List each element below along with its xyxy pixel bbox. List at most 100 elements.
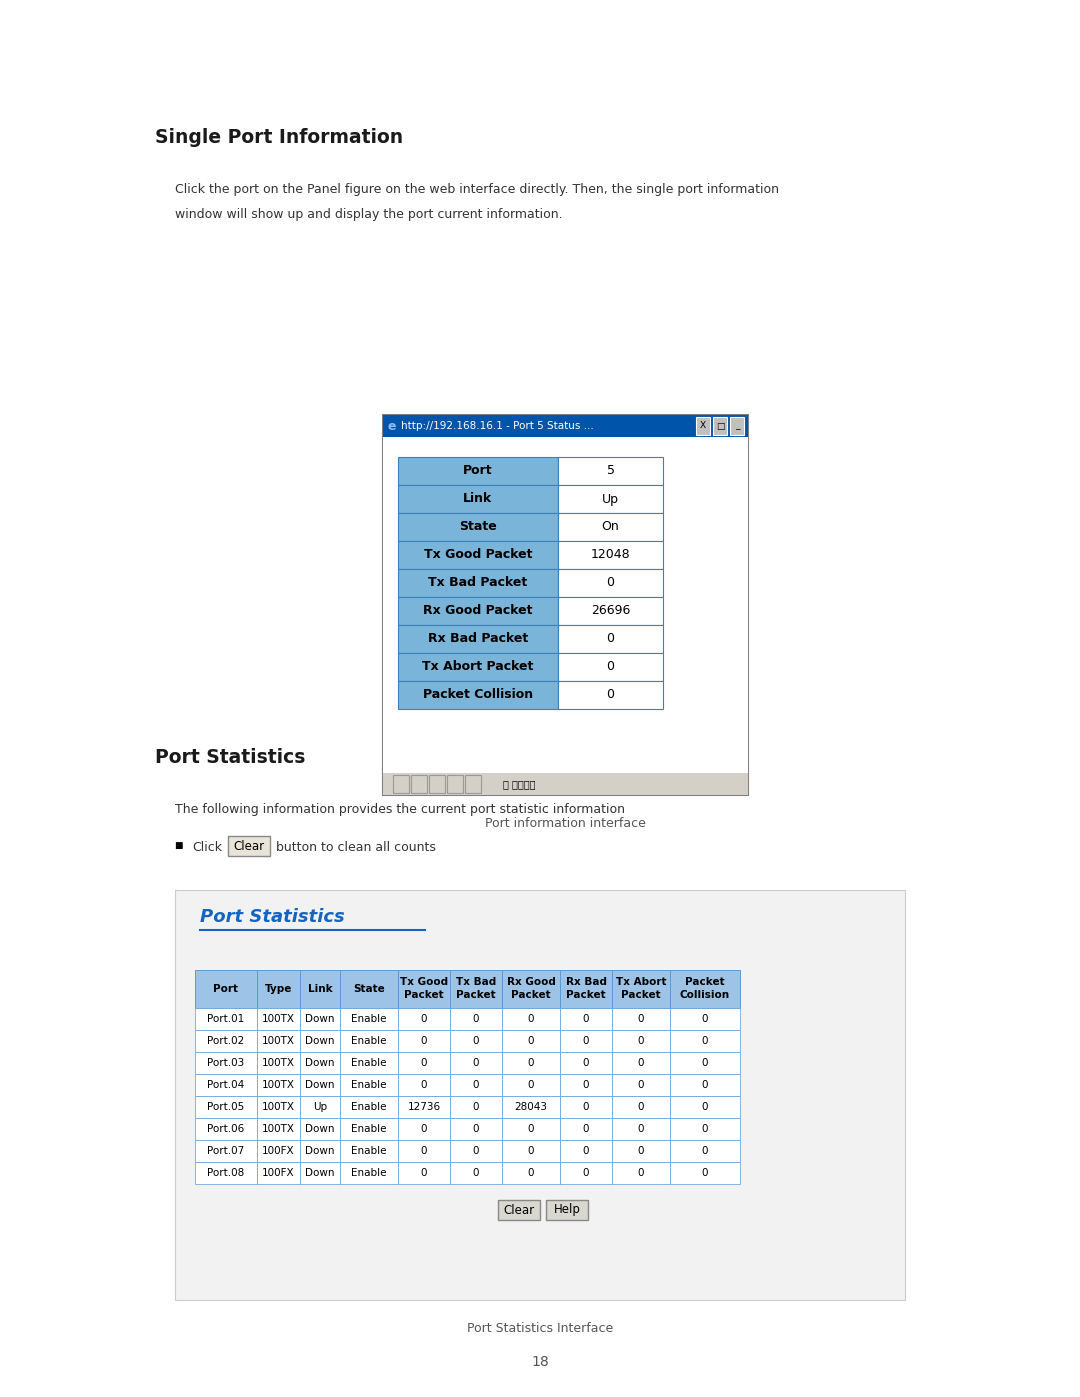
Bar [399,485,558,513]
Bar [383,415,748,795]
Bar [257,1052,300,1074]
Bar [670,1052,740,1074]
Bar [399,680,558,710]
Bar [399,1052,450,1074]
Bar [195,1052,257,1074]
Bar [612,1074,670,1097]
Bar [502,1162,561,1185]
Bar [447,775,463,793]
Bar [195,1118,257,1140]
Bar [257,1097,300,1118]
Bar [558,513,663,541]
Text: Enable: Enable [351,1037,387,1046]
Bar [450,1162,502,1185]
Bar [558,569,663,597]
Text: 0: 0 [702,1125,708,1134]
Text: 0: 0 [421,1080,428,1090]
Text: 0: 0 [473,1102,480,1112]
Text: 0: 0 [702,1146,708,1155]
Bar [612,1097,670,1118]
Text: 100TX: 100TX [262,1102,295,1112]
Bar [399,457,558,485]
Text: Up: Up [602,493,619,506]
Text: 0: 0 [421,1168,428,1178]
Text: 0: 0 [702,1037,708,1046]
Text: Tx Abort: Tx Abort [616,977,666,988]
Bar [300,1074,340,1097]
Text: button to clean all counts: button to clean all counts [276,841,436,854]
Bar [399,652,558,680]
Bar [561,970,612,1009]
Text: _: _ [734,422,739,430]
Text: 0: 0 [421,1014,428,1024]
Bar [399,1030,450,1052]
Bar [228,835,270,856]
Bar [399,1074,450,1097]
Text: 100TX: 100TX [262,1125,295,1134]
Bar [450,1074,502,1097]
Text: State: State [353,983,384,995]
Text: Enable: Enable [351,1058,387,1067]
Text: State: State [459,521,497,534]
Bar [399,624,558,652]
Text: 0: 0 [473,1037,480,1046]
Bar [561,1009,612,1030]
Text: Enable: Enable [351,1080,387,1090]
Bar [502,1118,561,1140]
Text: 0: 0 [528,1168,535,1178]
Text: Clear: Clear [233,840,265,852]
Bar [300,1140,340,1162]
Text: 0: 0 [638,1014,645,1024]
Text: 28043: 28043 [514,1102,548,1112]
Bar [340,1097,399,1118]
Text: Port.08: Port.08 [207,1168,245,1178]
Text: Port.04: Port.04 [207,1080,245,1090]
Text: Down: Down [306,1037,335,1046]
Text: ■: ■ [174,841,183,849]
Text: Port.03: Port.03 [207,1058,245,1067]
Bar [558,485,663,513]
Text: Tx Bad Packet: Tx Bad Packet [429,577,528,590]
Bar [340,1140,399,1162]
Text: □: □ [716,422,725,430]
Text: 0: 0 [638,1168,645,1178]
Text: 0: 0 [528,1058,535,1067]
Bar [558,652,663,680]
Text: 0: 0 [473,1146,480,1155]
Text: Up: Up [313,1102,327,1112]
Bar [340,1009,399,1030]
Bar [195,1074,257,1097]
Bar [483,775,573,793]
Bar [399,970,450,1009]
Text: 0: 0 [583,1125,590,1134]
Text: Port.07: Port.07 [207,1146,245,1155]
Text: Port.02: Port.02 [207,1037,245,1046]
Text: 0: 0 [638,1146,645,1155]
Bar [561,1118,612,1140]
Text: The following information provides the current port statistic information: The following information provides the c… [175,803,625,816]
Bar [300,1162,340,1185]
Text: Rx Good: Rx Good [507,977,555,988]
Bar [612,1009,670,1030]
Text: Clear: Clear [503,1203,535,1217]
Text: 5: 5 [607,464,615,478]
Bar [257,970,300,1009]
Text: 0: 0 [638,1037,645,1046]
Bar [558,597,663,624]
Bar [195,970,257,1009]
Bar [399,1162,450,1185]
Bar [450,1030,502,1052]
Bar [340,1074,399,1097]
Text: 🌐 網際網路: 🌐 網際網路 [503,780,536,789]
Text: Rx Bad: Rx Bad [566,977,607,988]
Text: Help: Help [554,1203,580,1217]
Bar [670,1162,740,1185]
Text: Packet: Packet [511,990,551,1000]
Bar [195,1030,257,1052]
Bar [670,1074,740,1097]
Text: Enable: Enable [351,1014,387,1024]
Text: 0: 0 [702,1080,708,1090]
Text: 100FX: 100FX [262,1146,295,1155]
Text: Rx Good Packet: Rx Good Packet [423,605,532,617]
Text: Enable: Enable [351,1125,387,1134]
